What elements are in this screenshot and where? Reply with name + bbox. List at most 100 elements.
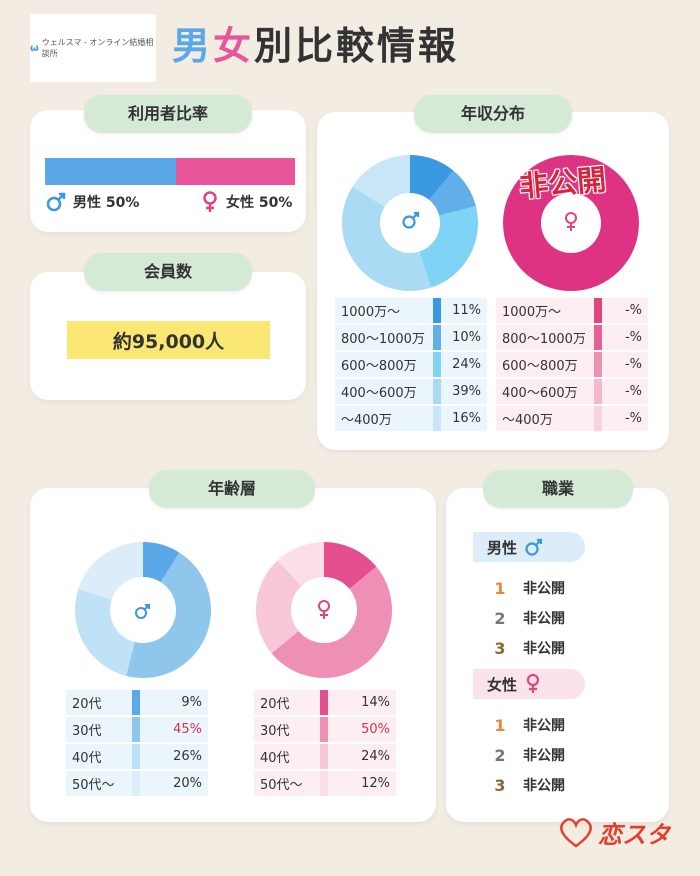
age-male-label: 50代〜 [66,770,132,798]
income-male-row: 400〜600万 39% [335,378,487,406]
jobs-female-item: 2 非公開 [487,740,565,770]
age-female-color-strip [320,716,328,744]
logo: ω ウェルスマ - オンライン結婚相談所 [30,14,156,82]
age-female-value: 14% [328,690,396,717]
income-male-donut-center [400,209,422,235]
age-male-row: 20代 9% [66,690,208,717]
age-female-donut [256,542,392,678]
brand-text: 恋スタ [598,820,670,849]
age-female-color-strip [320,743,328,771]
income-female-color-strip [594,378,602,406]
income-male-color-strip [433,351,441,379]
members-heading: 会員数 [84,253,252,291]
jobs-heading: 職業 [483,470,633,508]
user-ratio-bar [45,158,295,185]
income-male-value: 24% [441,351,487,379]
income-male-color-strip [433,298,441,325]
jobs-female-item: 3 非公開 [487,770,565,800]
income-female-row: 〜400万 -% [496,405,648,433]
user-ratio-heading: 利用者比率 [84,95,252,133]
undisclosed-stamp: 非公開 [517,162,608,204]
logo-mark: ω [30,42,39,54]
male-ratio-segment [45,158,176,185]
age-female-row: 50代〜 12% [254,770,396,798]
age-male-donut [75,542,211,678]
jobs-male-item: 1 非公開 [487,573,565,603]
page-title: 男女別比較情報 [172,22,459,70]
age-male-label: 40代 [66,743,132,771]
jobs-male-name: 非公開 [523,581,565,597]
age-male-value: 45% [140,716,208,744]
age-female-value: 50% [328,716,396,744]
female-symbol-icon [526,673,540,693]
jobs-male-rank: 2 [494,608,506,628]
age-female-row: 40代 24% [254,743,396,771]
income-female-row: 400〜600万 -% [496,378,648,406]
age-male-color-strip [132,716,140,744]
jobs-female-item: 1 非公開 [487,710,565,740]
age-female-row: 30代 50% [254,716,396,744]
income-male-color-strip [433,324,441,352]
members-count: 約95,000人 [67,321,270,359]
female-symbol-icon [203,191,217,212]
income-female-label: 600〜800万 [496,351,594,379]
income-male-label: 400〜600万 [335,378,433,406]
logo-text: ウェルスマ - オンライン結婚相談所 [41,38,154,58]
income-female-row: 600〜800万 -% [496,351,648,379]
income-female-color-strip [594,351,602,379]
income-female-value: -% [602,298,648,325]
income-heading: 年収分布 [414,95,572,133]
age-male-row: 40代 26% [66,743,208,771]
age-male-color-strip [132,690,140,717]
heart-icon [560,818,592,848]
income-female-value: -% [602,324,648,352]
income-male-label: 600〜800万 [335,351,433,379]
jobs-male-name: 非公開 [523,611,565,627]
jobs-female-list: 1 非公開 2 非公開 3 非公開 [487,710,565,800]
income-male-label: 1000万〜 [335,298,433,325]
income-female-row: 1000万〜 -% [496,298,648,325]
income-female-value: -% [602,351,648,379]
male-ratio-text: 男性 50% [73,195,140,211]
female-ratio-segment [176,158,295,185]
jobs-male-rank: 1 [494,578,506,598]
income-male-row: 800〜1000万 10% [335,324,487,352]
income-male-color-strip [433,405,441,433]
age-female-label: 30代 [254,716,320,744]
income-female-color-strip [594,405,602,433]
age-female-label: 40代 [254,743,320,771]
age-male-value: 9% [140,690,208,717]
female-ratio-text: 女性 50% [226,195,293,211]
income-female-value: -% [602,378,648,406]
age-female-color-strip [320,770,328,798]
male-ratio-label: 男性 50% [45,191,139,213]
male-symbol-icon [525,538,543,556]
jobs-female-rank: 1 [494,715,506,735]
male-symbol-icon [46,192,66,212]
age-male-color-strip [132,743,140,771]
age-male-row: 30代 45% [66,716,208,744]
income-male-donut [342,155,478,291]
income-male-value: 10% [441,324,487,352]
income-female-donut [503,155,639,291]
income-male-row: 1000万〜 11% [335,298,487,325]
age-male-label: 30代 [66,716,132,744]
male-symbol-icon [402,211,420,229]
age-heading: 年齢層 [149,470,315,508]
age-female-row: 20代 14% [254,690,396,717]
jobs-female-rank: 2 [494,745,506,765]
jobs-male-item: 2 非公開 [487,603,565,633]
age-male-color-strip [132,770,140,798]
jobs-female-name: 非公開 [523,748,565,764]
jobs-female-rank: 3 [494,775,506,795]
jobs-female-label: 女性 [487,675,518,694]
age-male-value: 20% [140,770,208,798]
jobs-female-name: 非公開 [523,718,565,734]
income-male-row: 〜400万 16% [335,405,487,433]
income-male-label: 〜400万 [335,405,433,433]
income-female-label: 1000万〜 [496,298,594,325]
age-female-label: 50代〜 [254,770,320,798]
age-male-row: 50代〜 20% [66,770,208,798]
jobs-male-heading: 男性 [473,532,585,562]
age-female-label: 20代 [254,690,320,717]
